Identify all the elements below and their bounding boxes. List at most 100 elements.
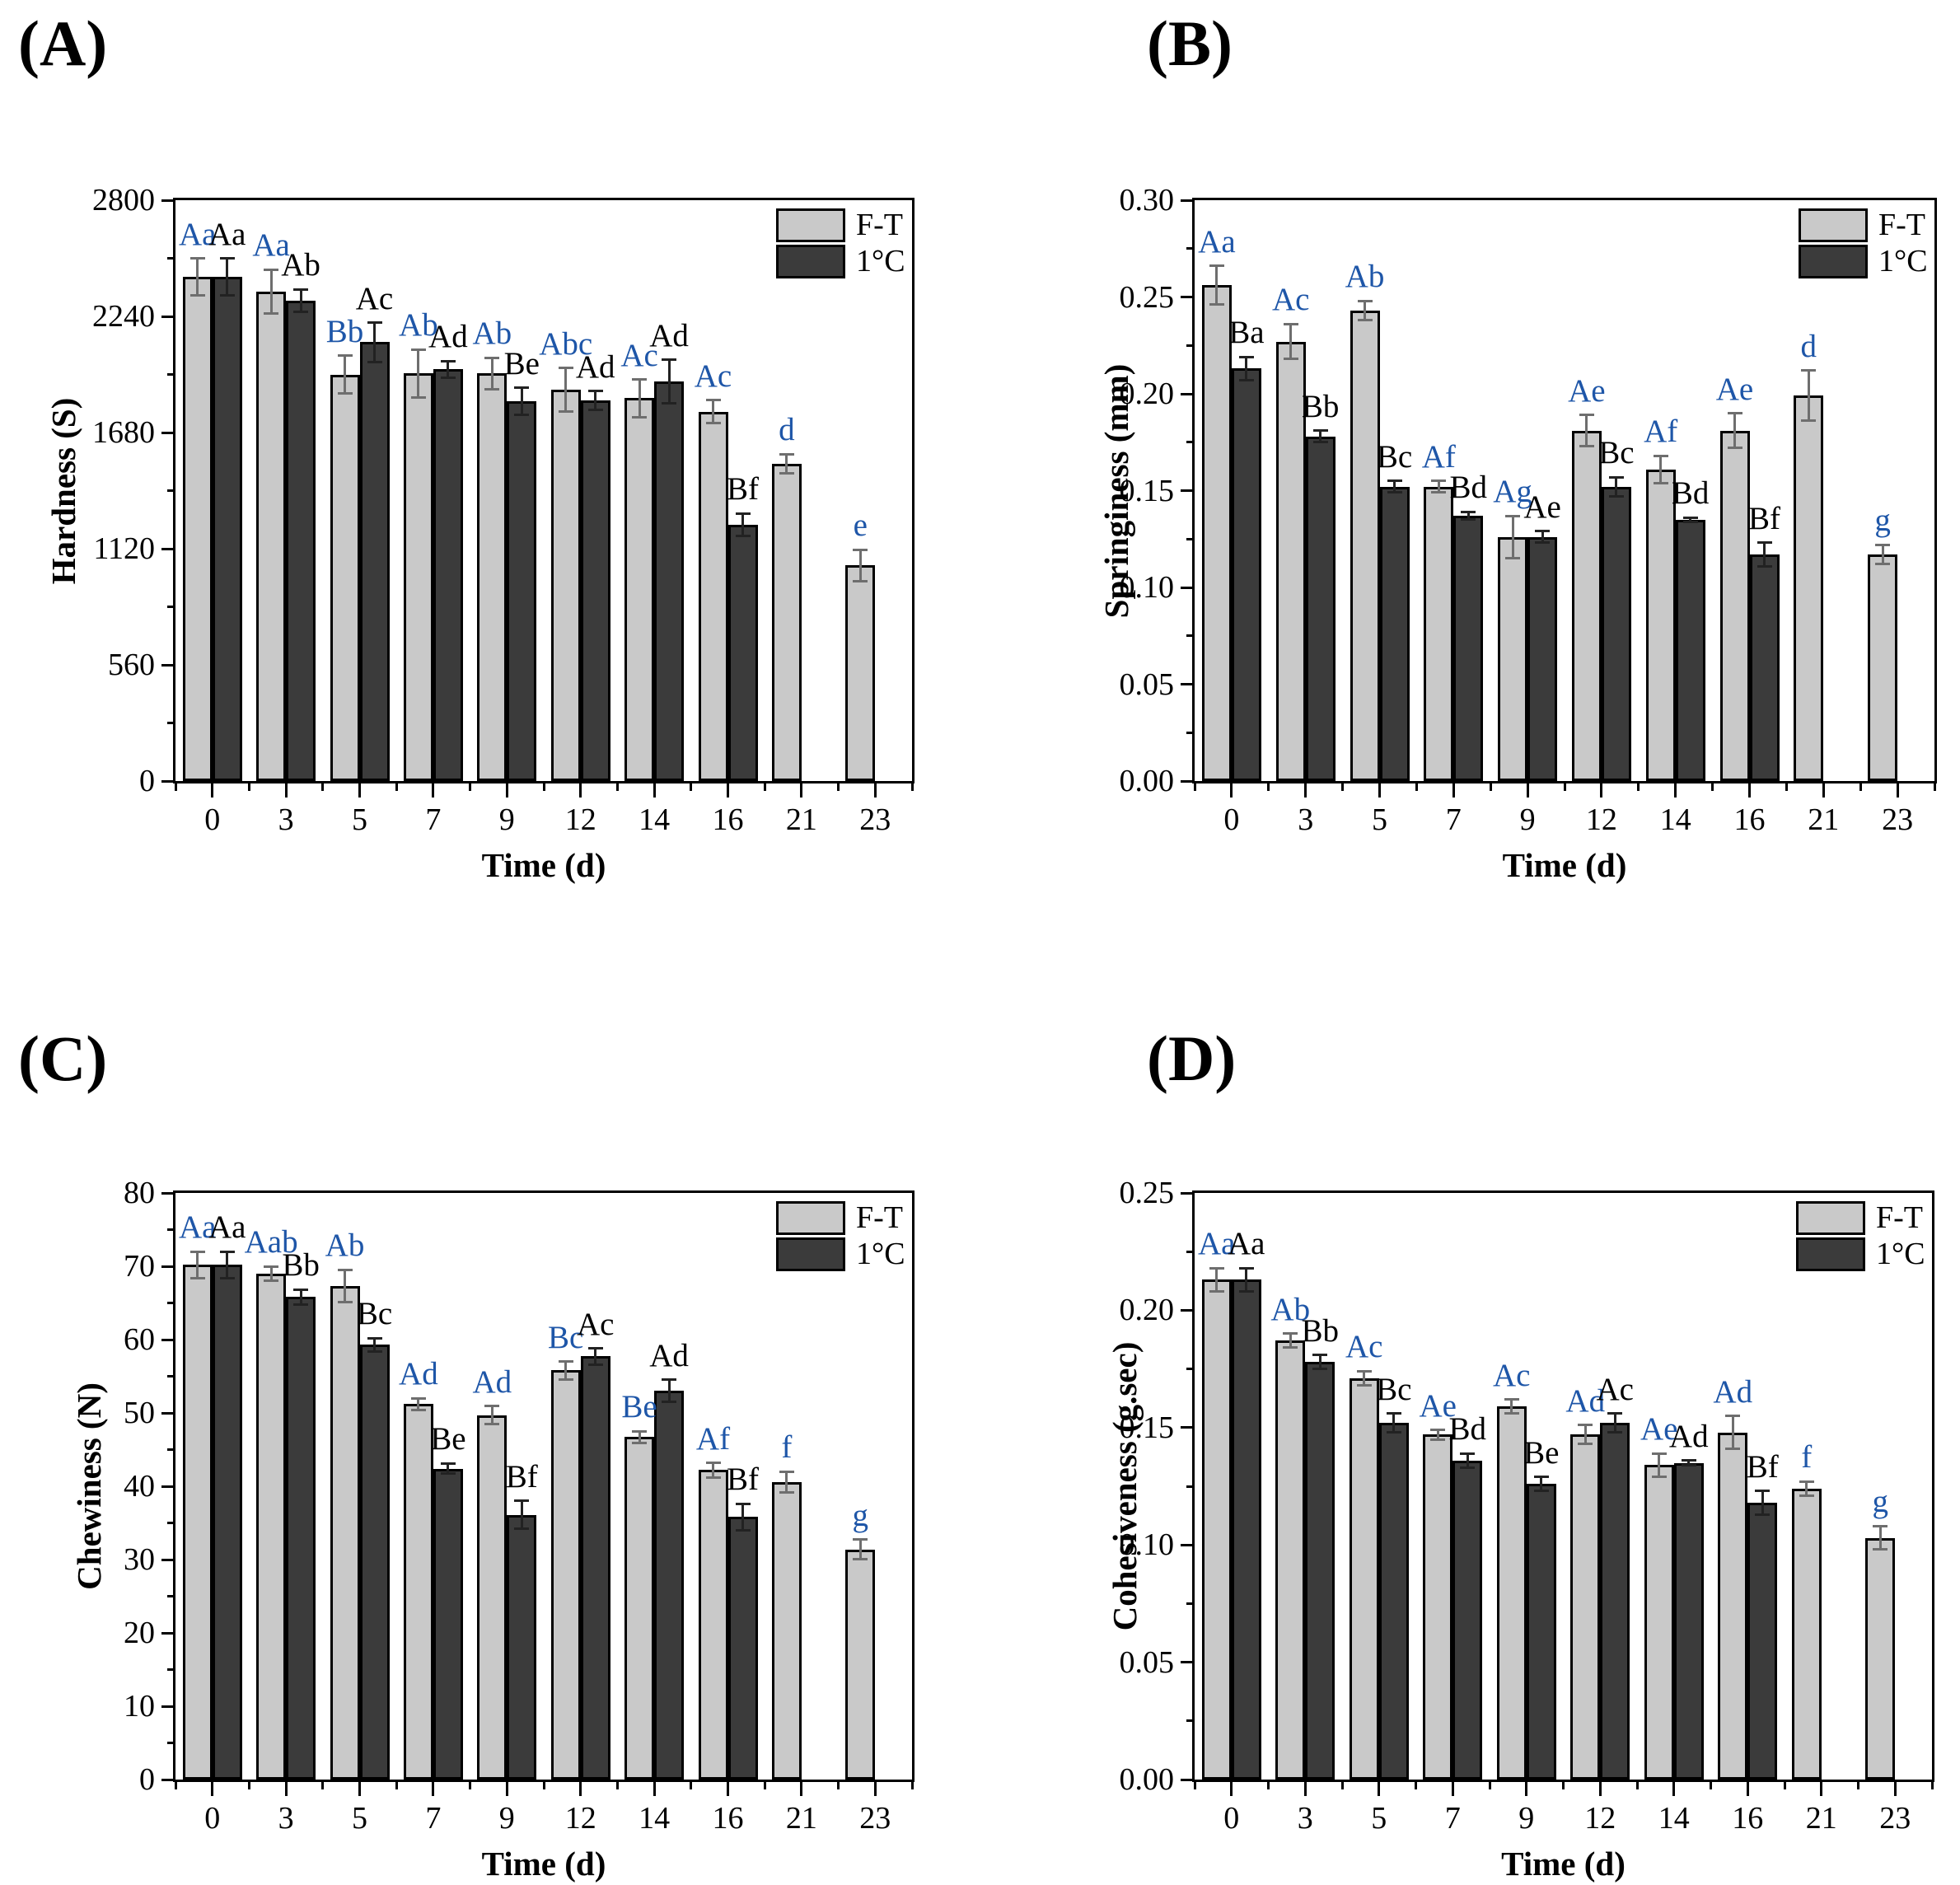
bar-1°C-day5: [1379, 486, 1410, 781]
error-bar: [1583, 1424, 1587, 1444]
y-tick-label: 0.20: [1119, 1293, 1175, 1328]
legend-swatch-ft: [776, 208, 845, 242]
error-bar-cap-bottom: [705, 1476, 721, 1479]
x-tick-label: 23: [1879, 1801, 1911, 1836]
y-major-tick: [1181, 296, 1195, 298]
error-bar: [269, 269, 273, 314]
error-bar-cap-bottom: [1608, 495, 1624, 498]
error-bar-cap-bottom: [1681, 1463, 1696, 1466]
x-major-tick: [1600, 783, 1603, 798]
error-bar-cap-top: [705, 399, 721, 402]
y-tick-label: 0.05: [1119, 1644, 1175, 1680]
sig-letter: Af: [1421, 438, 1456, 475]
error-bar: [1658, 1453, 1661, 1477]
y-minor-tick: [167, 257, 175, 260]
error-bar-cap-bottom: [1283, 1346, 1298, 1349]
error-bar-cap-bottom: [1238, 379, 1254, 382]
x-minor-tick: [615, 1782, 619, 1789]
error-bar-cap-bottom: [189, 1276, 205, 1279]
bar-F-T-day21: [1791, 1488, 1822, 1780]
y-major-tick: [161, 1338, 175, 1341]
error-bar-cap-bottom: [264, 311, 279, 315]
error-bar: [667, 1379, 671, 1402]
error-bar-cap-bottom: [735, 1528, 751, 1532]
error-bar: [1466, 1453, 1469, 1468]
bar-1°C-day5: [359, 1345, 390, 1780]
error-bar: [226, 258, 229, 296]
x-tick-label: 9: [498, 1801, 515, 1836]
error-bar-cap-bottom: [558, 410, 573, 414]
bar-F-T-day23: [1865, 1537, 1896, 1780]
x-minor-tick: [1341, 783, 1345, 791]
x-major-tick: [727, 1782, 729, 1796]
error-bar-cap-top: [558, 367, 573, 370]
error-bar-cap-bottom: [1238, 1290, 1254, 1293]
sig-letter: Ad: [649, 1337, 689, 1373]
error-bar-cap-top: [264, 1265, 279, 1268]
error-bar-cap-bottom: [1357, 319, 1373, 322]
error-bar: [741, 1504, 744, 1531]
error-bar-cap-bottom: [410, 1408, 426, 1411]
bar-F-T-day14: [1644, 1465, 1674, 1780]
sig-letter: g: [1872, 1484, 1889, 1520]
x-major-tick: [800, 1782, 803, 1796]
bar-F-T-day9: [477, 1415, 508, 1780]
bar-1°C-day16: [727, 525, 758, 781]
error-bar-cap-bottom: [662, 1401, 677, 1404]
error-bar-cap-top: [1460, 1452, 1476, 1455]
x-tick-label: 21: [785, 802, 817, 837]
y-major-tick: [161, 1191, 175, 1195]
x-minor-tick: [174, 1782, 177, 1789]
y-minor-tick: [1186, 1250, 1195, 1253]
sig-letter: Ae: [1568, 372, 1606, 409]
error-bar-cap-bottom: [1801, 419, 1817, 423]
sig-letter: Ad: [399, 1356, 438, 1392]
x-minor-tick: [247, 783, 250, 791]
bar-F-T-day14: [624, 1437, 655, 1780]
error-bar: [1731, 1415, 1734, 1449]
y-minor-tick: [167, 1668, 175, 1671]
x-major-tick: [505, 783, 508, 798]
error-bar-cap-top: [1386, 1412, 1401, 1415]
sig-letter: Ba: [1228, 315, 1265, 351]
bar-F-T-day23: [845, 565, 876, 781]
error-bar-cap-top: [440, 359, 456, 362]
error-bar-cap-top: [410, 1396, 426, 1400]
sig-letter: Ad: [1668, 1418, 1709, 1454]
y-tick-label: 560: [108, 648, 155, 682]
sig-letter: Bc: [548, 1319, 584, 1355]
error-bar-cap-top: [1727, 412, 1742, 414]
x-tick-label: 9: [498, 802, 515, 837]
error-bar-cap-top: [410, 348, 426, 351]
error-bar-cap-top: [484, 1405, 500, 1408]
bar-1°C-day7: [1453, 516, 1484, 781]
legend-label-cold: 1°C: [856, 1237, 905, 1271]
x-minor-tick: [615, 783, 619, 791]
x-major-tick: [284, 783, 288, 798]
error-bar-cap-top: [1653, 454, 1668, 457]
y-major-tick: [1181, 1661, 1195, 1664]
error-bar-cap-top: [1681, 1459, 1696, 1462]
y-major-tick: [161, 315, 175, 318]
error-bar-cap-bottom: [293, 311, 309, 314]
error-bar-cap-top: [853, 548, 868, 551]
y-major-tick: [1181, 1426, 1195, 1429]
x-tick-label: 0: [204, 802, 221, 837]
error-bar-cap-top: [1799, 1480, 1814, 1483]
error-bar: [785, 454, 788, 474]
y-major-tick: [1181, 1543, 1195, 1546]
error-bar-cap-bottom: [1505, 557, 1521, 560]
error-bar-cap-bottom: [440, 1472, 456, 1476]
error-bar-cap-bottom: [1579, 444, 1594, 447]
error-bar-cap-bottom: [410, 395, 426, 399]
y-major-tick: [1181, 1778, 1195, 1781]
x-major-tick: [432, 1782, 435, 1796]
y-tick-label: 2800: [92, 183, 155, 218]
bar-F-T-day12: [550, 1370, 581, 1780]
sig-letter: Bb: [1301, 388, 1340, 424]
sig-letter: Ad: [649, 317, 689, 353]
x-tick-label: 5: [1372, 802, 1387, 837]
x-major-tick: [211, 783, 214, 798]
bar-1°C-day0: [212, 1265, 242, 1780]
x-major-tick: [1896, 783, 1899, 798]
